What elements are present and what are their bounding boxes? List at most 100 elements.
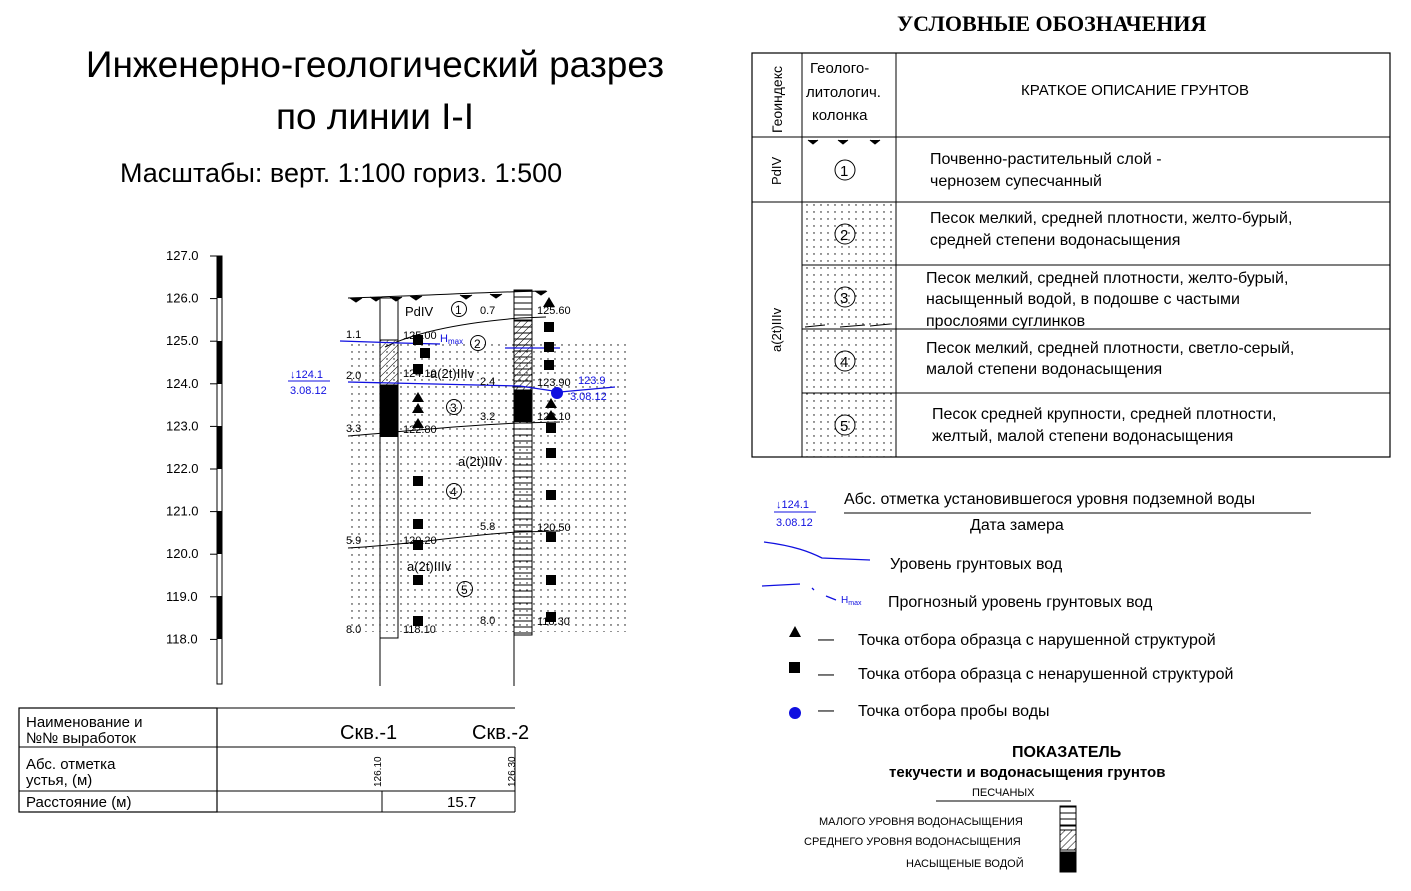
indicator-title: ПОКАЗАТЕЛЬ [1012, 744, 1121, 761]
bh1-name: Скв.-1 [340, 722, 397, 744]
sat-mid-label: СРЕДНЕГО УРОВНЯ ВОДОНАСЫЩЕНИЯ [804, 836, 1021, 848]
depth-3: 3.3 [346, 423, 361, 435]
legend-num-1: 1 [840, 163, 848, 180]
bh1-mark-1: 125.00 [403, 330, 437, 342]
legend-hmax: Hmax [841, 595, 862, 607]
row2-label-a: Абс. отметка [26, 756, 116, 773]
desc-5-2: желтый, малой степени водонасыщения [932, 428, 1233, 445]
bh2-depth-2: 2.4 [480, 376, 495, 388]
legend-groundwater-line [763, 541, 871, 561]
bh1-mark-5: 118.10 [403, 624, 436, 636]
square-dash: — [818, 666, 834, 683]
legend-col2-header-1: Геолого- [810, 60, 869, 77]
elevation-scale [216, 255, 223, 685]
triangle-icon [789, 626, 801, 637]
bh2-marks: 125.60 123.90 123.10 120.50 118.30 [537, 305, 571, 628]
row1-label-a: Наименование и [26, 714, 143, 731]
legend-forecast-line [761, 583, 837, 601]
label-a2t-mid: a(2t)IIIv [458, 454, 503, 469]
gw2-level: 123.9 [578, 375, 606, 387]
bh2-depths: 0.7 2.4 3.2 5.8 8.0 [480, 305, 495, 627]
row3-label: Расстояние (м) [26, 794, 132, 811]
gw1-date: 3.08.12 [290, 385, 327, 397]
legend-circles [834, 159, 856, 436]
bh1-mark-3: 122.80 [403, 424, 437, 436]
legend-col3-header: КРАТКОЕ ОПИСАНИЕ ГРУНТОВ [1021, 82, 1249, 99]
bh2-name: Скв.-2 [472, 722, 529, 744]
layer-num-5: 5 [461, 583, 468, 597]
legend-num-4: 4 [840, 354, 848, 371]
circle-dash: — [818, 702, 834, 719]
saturation-column [1059, 805, 1077, 873]
triangle-dash: — [818, 631, 834, 648]
label-hmax: Hmax [440, 333, 463, 346]
bh1-depths: 1.1 2.0 3.3 5.9 8.0 [346, 329, 361, 636]
legend-index-pdiv: PdIV [769, 156, 784, 185]
bh2-elev: 126.30 [507, 756, 518, 787]
legend-gw-level: ↓124.1 [776, 499, 809, 511]
desc-4-2: малой степени водонасыщения [926, 361, 1162, 378]
layer-num-3: 3 [450, 401, 457, 415]
legend-col2-header-2: литологич. [806, 84, 881, 101]
bh2-mark-4: 120.50 [537, 522, 571, 534]
legend-gw-label: Абс. отметка установившегося уровня подз… [844, 491, 1255, 508]
layer-number-circles [446, 301, 486, 597]
borehole-2 [379, 289, 533, 686]
bh1-mark-2: 124.10 [403, 368, 437, 380]
legend-forecast-text: Прогнозный уровень грунтовых вод [888, 594, 1153, 611]
legend-col2-header-3: колонка [812, 107, 868, 124]
bh2-mark-1: 125.60 [537, 305, 571, 317]
section-title-line2: по линии I-I [275, 96, 475, 137]
sat-full-label: НАСЫЩЕНЫЕ ВОДОЙ [906, 857, 1024, 870]
bh2-depth-1: 0.7 [480, 305, 495, 317]
depth-1: 1.1 [346, 329, 361, 341]
legend-circle-text: Точка отбора пробы воды [858, 703, 1050, 720]
legend-topsoil-marks [804, 139, 891, 328]
distance-value: 15.7 [447, 794, 476, 811]
row1-label-b: №№ выработок [26, 730, 136, 747]
legend-triangle-text: Точка отбора образца с нарушенной структ… [858, 632, 1216, 649]
water-sample-point [551, 387, 563, 399]
elevation-tick-label: 121.0 [166, 504, 199, 519]
bh2-depth-4: 5.8 [480, 521, 495, 533]
elevation-tick-label: 126.0 [166, 291, 199, 306]
legend-index-a2t: a(2t)IIIv [769, 307, 784, 352]
legend-num-5: 5 [840, 418, 848, 435]
water-sample-icon [789, 707, 801, 719]
elevation-tick-label: 120.0 [166, 546, 199, 561]
bh1-marks: 125.00 124.10 122.80 120.20 118.10 [403, 330, 437, 636]
legend-descriptions: Почвенно-растительный слой - чернозем су… [926, 151, 1294, 445]
indicator-sandy: ПЕСЧАНЫХ [972, 787, 1035, 799]
sat-low-label: МАЛОГО УРОВНЯ ВОДОНАСЫЩЕНИЯ [819, 816, 1023, 828]
section-title-line1: Инженерно-геологический разрез [85, 44, 665, 85]
desc-2-1: Песок мелкий, средней плотности, желто-б… [930, 210, 1292, 227]
legend-col1-header: Геоиндекс [769, 66, 785, 133]
elevation-tick-label: 122.0 [166, 461, 199, 476]
square-icon [789, 662, 800, 673]
depth-5: 8.0 [346, 624, 361, 636]
label-a2t-upper: a(2t)IIIv [430, 366, 475, 381]
row2-label-b: устья, (м) [26, 772, 92, 789]
desc-4-1: Песок мелкий, средней плотности, светло-… [926, 340, 1294, 357]
desc-5-1: Песок средней крупности, средней плотнос… [932, 406, 1277, 423]
desc-2-2: средней степени водонасыщения [930, 232, 1180, 249]
bottom-table [18, 707, 516, 813]
desc-3-3: прослоями суглинков [926, 313, 1085, 330]
legend-gw-date-label: Дата замера [970, 517, 1064, 534]
elevation-tick-label: 123.0 [166, 418, 199, 433]
legend-num-3: 3 [840, 290, 848, 307]
label-pdiv: PdIV [405, 304, 434, 319]
desc-3-1: Песок мелкий, средней плотности, желто-б… [926, 270, 1288, 287]
bh2-mark-3: 123.10 [537, 411, 571, 423]
bh2-depth-3: 3.2 [480, 411, 495, 423]
layer-num-1: 1 [455, 303, 462, 317]
elevation-tick-label: 125.0 [166, 333, 199, 348]
bh2-depth-5: 8.0 [480, 615, 495, 627]
topsoil-marks [349, 290, 548, 303]
legend-square-text: Точка отбора образца с ненарушенной стру… [858, 666, 1233, 683]
layer-num-2: 2 [474, 337, 481, 351]
scale-caption: Масштабы: верт. 1:100 гориз. 1:500 [120, 158, 563, 188]
elevation-tick-label: 119.0 [166, 589, 198, 604]
gw2-date: 3.08.12 [570, 391, 607, 403]
